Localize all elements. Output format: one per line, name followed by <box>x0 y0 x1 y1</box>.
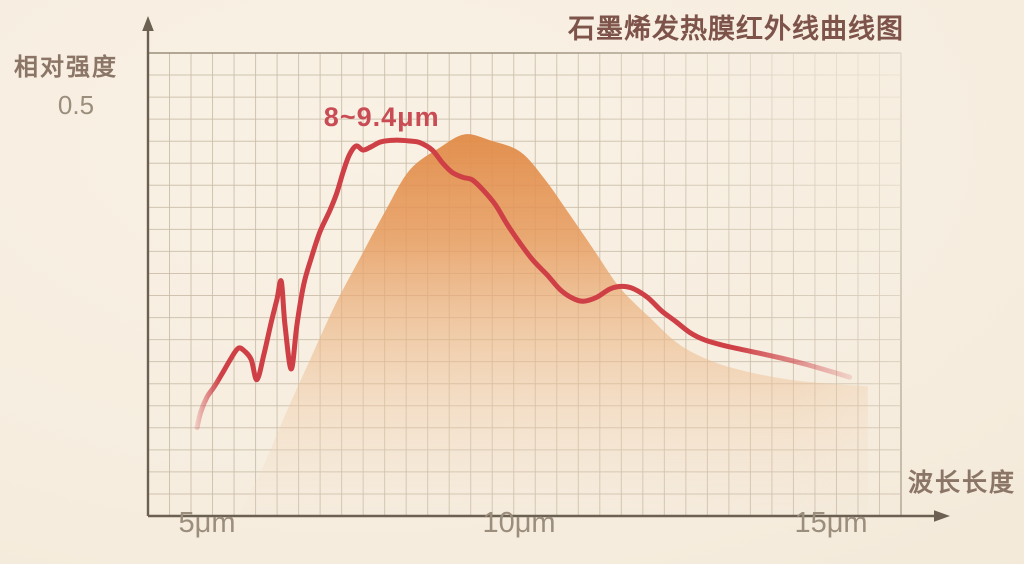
y-axis-arrow-icon <box>142 16 154 31</box>
x-axis-label: 波长长度 <box>908 469 1017 497</box>
y-tick-label: 0.5 <box>57 90 95 120</box>
peak-range-annotation: 8~9.4μm <box>323 102 440 132</box>
x-axis-arrow-icon <box>934 510 950 522</box>
x-tick-5um: 5μm <box>178 507 236 539</box>
x-tick-15um: 15μm <box>794 507 868 539</box>
chart-title: 石墨烯发热膜红外线曲线图 <box>568 14 904 44</box>
x-tick-10um: 10μm <box>482 507 556 539</box>
spectrum-curve <box>194 137 853 431</box>
axes <box>142 16 950 522</box>
y-axis-label: 相对强度 <box>14 54 118 81</box>
emission-envelope-area <box>238 134 868 517</box>
